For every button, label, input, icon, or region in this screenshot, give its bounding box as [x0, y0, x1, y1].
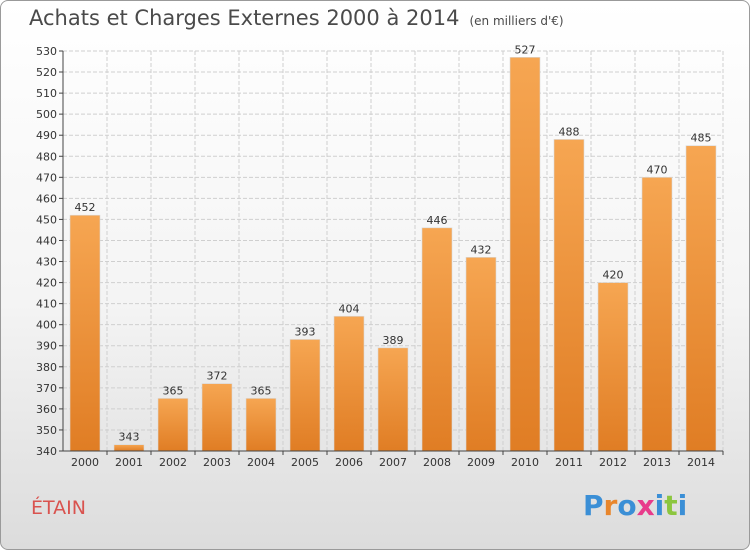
- bar: [685, 145, 717, 452]
- x-tick-label: 2002: [159, 456, 187, 469]
- data-labels: 452 343 365 372 365 393 404 389 446 432 527 488 420 4…: [75, 43, 712, 443]
- bar-value-label: 446: [427, 214, 448, 227]
- bar: [201, 383, 233, 452]
- y-tick-label: 400: [36, 319, 57, 332]
- x-tick-label: 2006: [335, 456, 363, 469]
- logo-letter: t: [664, 489, 678, 522]
- logo-letter: o: [617, 489, 637, 522]
- y-tick-label: 410: [36, 298, 57, 311]
- y-tick-label: 460: [36, 192, 57, 205]
- y-tick-label: 530: [36, 45, 57, 58]
- bar-value-label: 372: [207, 370, 228, 383]
- y-tick-label: 450: [36, 213, 57, 226]
- y-tick-label: 370: [36, 382, 57, 395]
- logo-letter: r: [603, 489, 618, 522]
- bar-value-label: 485: [691, 132, 712, 145]
- x-tick-label: 2011: [555, 456, 583, 469]
- proxiti-logo: Proxiti: [583, 489, 687, 522]
- x-tick-label: 2003: [203, 456, 231, 469]
- y-tick-label: 360: [36, 403, 57, 416]
- bar-value-label: 365: [251, 384, 272, 397]
- bar: [597, 282, 629, 452]
- bar-value-label: 420: [603, 269, 624, 282]
- bar: [553, 139, 585, 452]
- x-tick-label: 2004: [247, 456, 275, 469]
- x-tick-label: 2007: [379, 456, 407, 469]
- y-tick-label: 470: [36, 171, 57, 184]
- bar: [69, 214, 101, 452]
- bar-value-label: 389: [383, 334, 404, 347]
- logo-letter: i: [677, 489, 688, 522]
- bar-value-label: 343: [119, 431, 140, 444]
- logo-letter: P: [583, 489, 604, 522]
- y-tick-label: 380: [36, 361, 57, 374]
- x-tick-label: 2001: [115, 456, 143, 469]
- bar-value-label: 488: [559, 125, 580, 138]
- x-tick-label: 2014: [687, 456, 715, 469]
- bar: [113, 444, 145, 452]
- bar: [289, 339, 321, 452]
- x-tick-label: 2000: [71, 456, 99, 469]
- y-tick-label: 420: [36, 277, 57, 290]
- bar-value-label: 452: [75, 201, 96, 214]
- bar: [245, 398, 277, 452]
- y-tick-label: 350: [36, 424, 57, 437]
- x-tick-label: 2009: [467, 456, 495, 469]
- bar: [421, 227, 453, 452]
- y-tick-label: 490: [36, 129, 57, 142]
- y-tick-label: 430: [36, 256, 57, 269]
- logo-letter: x: [636, 489, 655, 522]
- y-tick-label: 440: [36, 234, 57, 247]
- bar-value-label: 470: [647, 163, 668, 176]
- bar: [465, 257, 497, 452]
- y-tick-label: 390: [36, 340, 57, 353]
- bar: [333, 315, 365, 452]
- x-tick-label: 2010: [511, 456, 539, 469]
- y-tick-label: 340: [36, 445, 57, 458]
- bar-value-label: 432: [471, 243, 492, 256]
- axes: 340 350 360 370 380 390 400 410 420 430 440 450 460 4…: [36, 45, 724, 469]
- x-tick-label: 2005: [291, 456, 319, 469]
- bar: [157, 398, 189, 452]
- chart-title: Achats et Charges Externes 2000 à 2014: [29, 6, 460, 30]
- bar-value-label: 393: [295, 325, 316, 338]
- x-tick-label: 2008: [423, 456, 451, 469]
- commune-name: ÉTAIN: [31, 497, 86, 519]
- bar: [641, 177, 673, 452]
- x-tick-label: 2012: [599, 456, 627, 469]
- y-tick-label: 510: [36, 87, 57, 100]
- chart-title-block: Achats et Charges Externes 2000 à 2014 (e…: [29, 6, 564, 30]
- bar-value-label: 527: [515, 43, 536, 56]
- y-tick-label: 520: [36, 66, 57, 79]
- y-tick-label: 480: [36, 150, 57, 163]
- bar: [509, 57, 541, 452]
- logo-letter: i: [654, 489, 665, 522]
- y-tick-label: 500: [36, 108, 57, 121]
- bar-value-label: 365: [163, 384, 184, 397]
- bar-value-label: 404: [339, 302, 360, 315]
- x-tick-label: 2013: [643, 456, 671, 469]
- chart-subtitle: (en milliers d'€): [469, 14, 564, 28]
- bar: [377, 347, 409, 452]
- bars: [69, 57, 717, 452]
